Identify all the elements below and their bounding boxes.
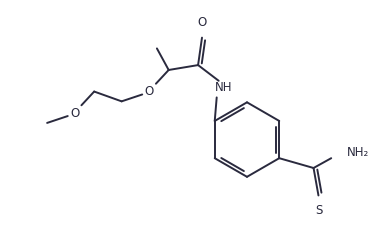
Text: NH: NH bbox=[215, 81, 232, 94]
Text: O: O bbox=[70, 107, 79, 120]
Text: NH₂: NH₂ bbox=[347, 146, 369, 159]
Text: O: O bbox=[198, 16, 206, 29]
Text: O: O bbox=[144, 85, 154, 98]
Text: S: S bbox=[315, 204, 322, 217]
